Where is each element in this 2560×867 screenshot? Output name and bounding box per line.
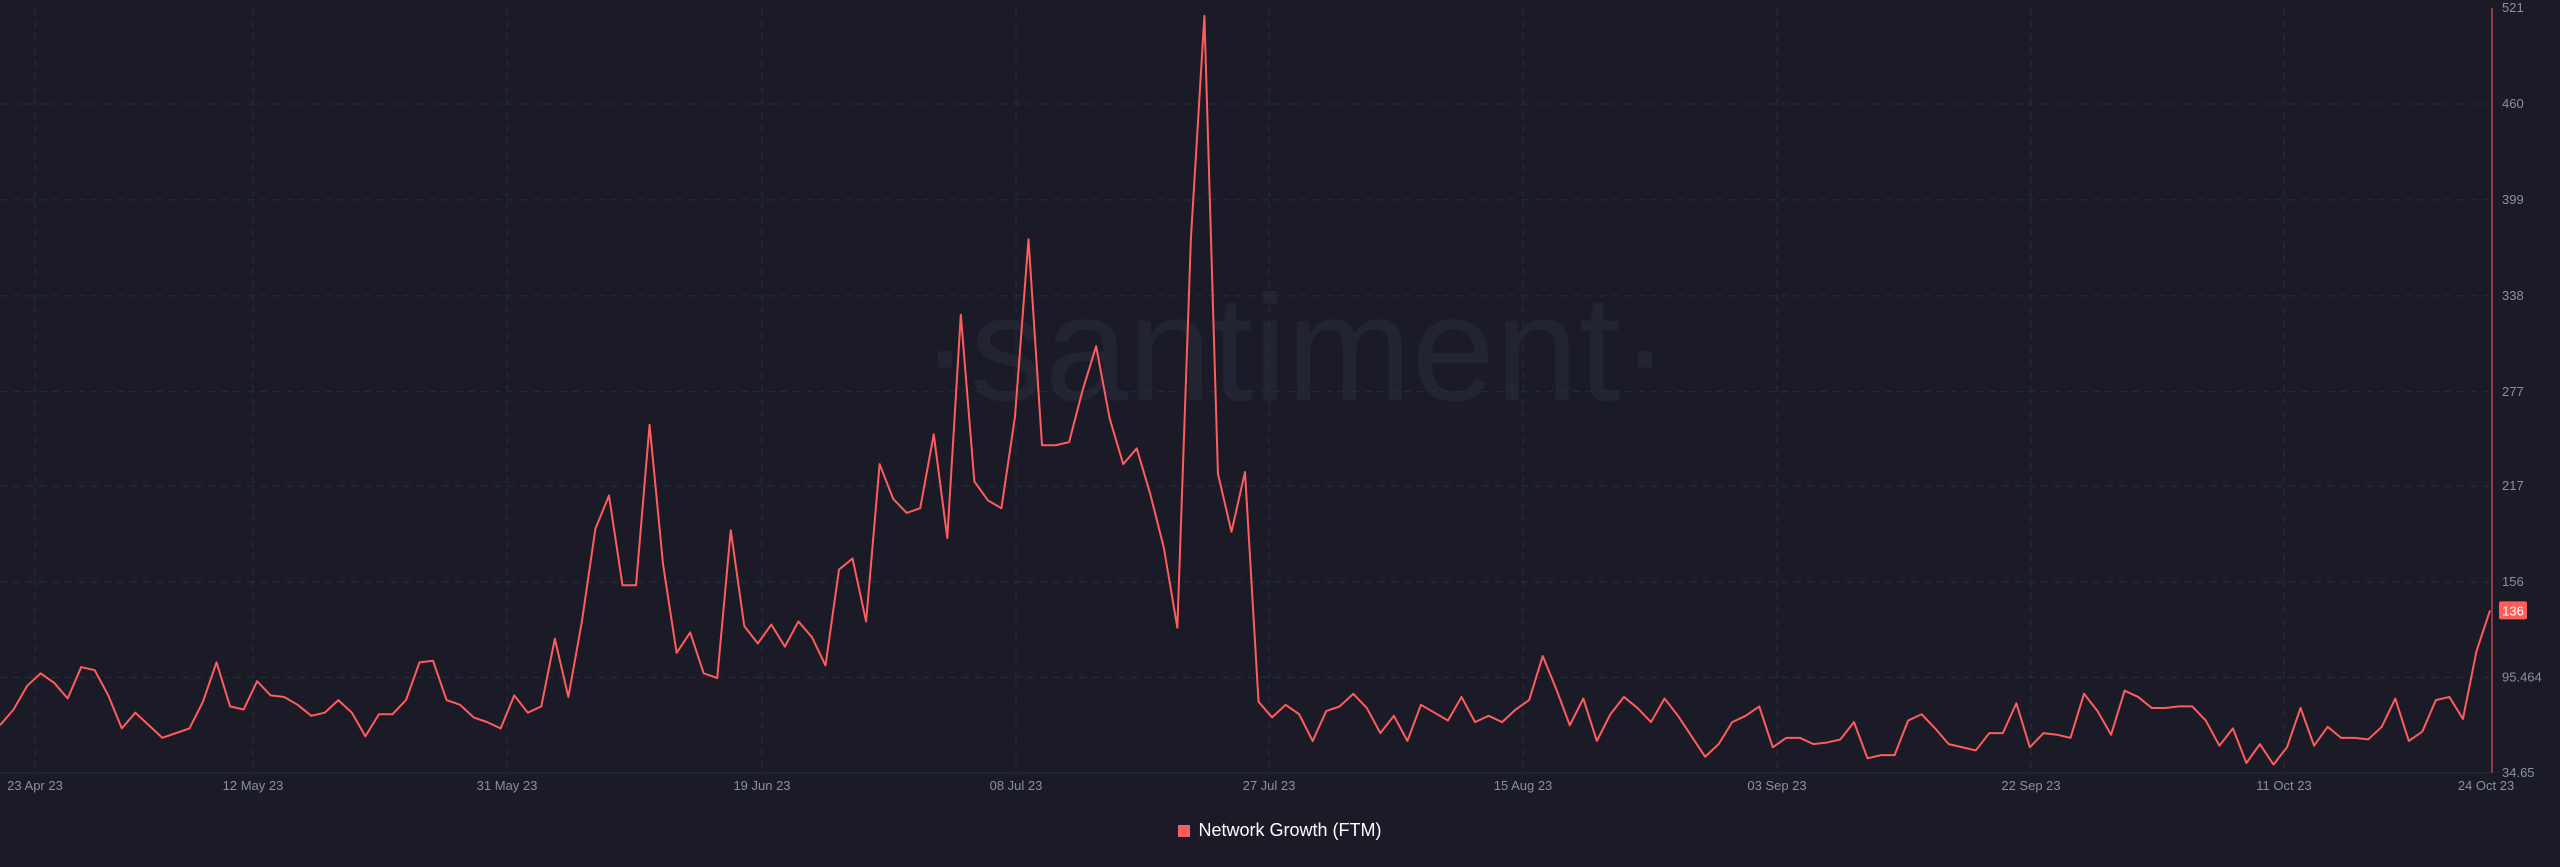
- y-tick-label: 156: [2502, 574, 2524, 589]
- x-tick-label: 19 Jun 23: [733, 778, 790, 793]
- x-tick-label: 11 Oct 23: [2256, 778, 2311, 793]
- y-tick-label: 95.464: [2502, 669, 2542, 684]
- x-tick-label: 23 Apr 23: [7, 778, 63, 793]
- x-tick-label: 27 Jul 23: [1243, 778, 1296, 793]
- y-tick-label: 277: [2502, 384, 2524, 399]
- x-tick-label: 08 Jul 23: [990, 778, 1043, 793]
- x-tick-label: 31 May 23: [477, 778, 538, 793]
- y-tick-label: 217: [2502, 478, 2524, 493]
- x-tick-label: 15 Aug 23: [1494, 778, 1553, 793]
- last-value-badge: [2499, 601, 2527, 620]
- y-tick-label: 34.65: [2502, 765, 2535, 780]
- series-line-network-growth[interactable]: [0, 14, 2491, 766]
- y-tick-label: 399: [2502, 192, 2524, 207]
- legend-swatch: [1178, 824, 1191, 837]
- y-tick-label: 460: [2502, 96, 2524, 111]
- watermark: ·santiment·: [920, 264, 1670, 432]
- y-tick-label: 521: [2502, 0, 2524, 15]
- x-tick-label: 12 May 23: [223, 778, 284, 793]
- chart-legend[interactable]: Network Growth (FTM): [0, 820, 2560, 841]
- y-tick-label: 338: [2502, 288, 2524, 303]
- x-tick-label: 24 Oct 23: [2458, 778, 2514, 793]
- last-value-label: 136: [2502, 603, 2524, 618]
- x-tick-label: 03 Sep 23: [1747, 778, 1806, 793]
- x-tick-label: 22 Sep 23: [2001, 778, 2060, 793]
- legend-label: Network Growth (FTM): [1198, 820, 1382, 840]
